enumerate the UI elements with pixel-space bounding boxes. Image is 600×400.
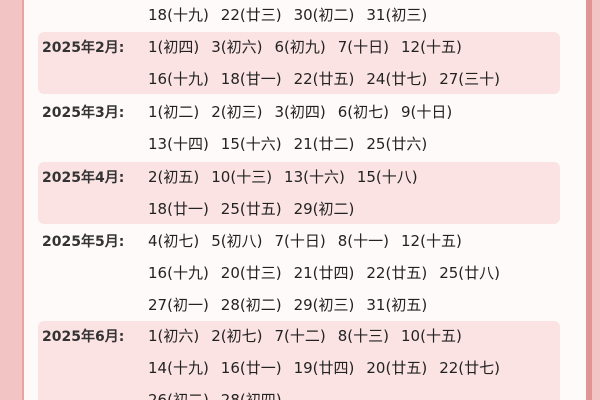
date-entry: 19(廿四) — [293, 359, 355, 377]
month-label: 2025年5月: — [42, 234, 125, 250]
date-entry: 10(十三) — [211, 168, 273, 186]
date-entry: 2(初五) — [148, 168, 200, 186]
date-entry: 15(十八) — [356, 168, 418, 186]
date-entry: 28(初四) — [220, 391, 282, 400]
date-entry: 6(初七) — [337, 103, 389, 121]
month-row: 2025年6月: 1(初六) 2(初七) 7(十二) 8(十三) 10(十五) 14(十九)… — [38, 321, 560, 400]
date-entry: 2(初三) — [211, 103, 263, 121]
date-entry: 13(十四) — [148, 135, 209, 153]
date-entry: 6(初九) — [274, 38, 326, 56]
date-entry: 7(十日) — [274, 232, 326, 250]
date-entry: 15(十六) — [220, 135, 282, 153]
date-entry: 8(十一) — [337, 232, 389, 250]
date-entry: 29(初三) — [293, 296, 355, 314]
date-entry: 31(初五) — [366, 296, 428, 314]
date-entry: 25(廿六) — [366, 135, 428, 153]
date-entry: 21(廿四) — [293, 264, 355, 282]
date-entry: 20(廿五) — [366, 359, 428, 377]
date-entry: 20(廿三) — [220, 264, 282, 282]
date-entry: 22(廿三) — [220, 6, 282, 24]
date-entry: 21(廿二) — [293, 135, 355, 153]
date-entry: 28(初二) — [220, 296, 282, 314]
date-entry: 2(初七) — [211, 327, 263, 345]
month-label: 2025年4月: — [42, 170, 125, 186]
date-entry: 29(初二) — [293, 200, 355, 218]
date-entry: 8(十三) — [337, 327, 389, 345]
date-entry: 5(初八) — [211, 232, 263, 250]
date-line: 1(初二) 2(初三) 3(初四) 6(初七) 9(十日) — [148, 96, 464, 128]
date-entry: 22(廿五) — [366, 264, 428, 282]
date-entry: 7(十二) — [274, 327, 326, 345]
date-entry: 31(初三) — [366, 6, 428, 24]
date-entry: 1(初二) — [148, 103, 200, 121]
month-row: 2025年4月: 2(初五) 10(十三) 13(十六) 15(十八) 18(廿一) 25(… — [38, 162, 560, 224]
date-entry: 18(甘一) — [220, 70, 282, 88]
date-entry: 12(十五) — [401, 232, 462, 250]
date-entry: 12(十五) — [401, 38, 462, 56]
month-label: 2025年3月: — [42, 105, 125, 121]
date-entry: 9(十日) — [401, 103, 453, 121]
date-entry: 25(廿八) — [439, 264, 500, 282]
date-entry: 4(初七) — [148, 232, 200, 250]
date-entry: 27(三十) — [439, 70, 500, 88]
month-label: 2025年6月: — [42, 329, 125, 345]
date-line: 1(初四) 3(初六) 6(初九) 7(十日) 12(十五) — [148, 31, 474, 63]
date-line: 18(廿一) 25(廿五) 29(初二) — [148, 193, 366, 225]
date-line: 18(十九) 22(廿三) 30(初二) 31(初三) — [148, 0, 439, 31]
date-entry: 3(初四) — [274, 103, 326, 121]
date-entry: 18(十九) — [148, 6, 209, 24]
date-entry: 18(廿一) — [148, 200, 209, 218]
date-line: 4(初七) 5(初八) 7(十日) 8(十一) 12(十五) — [148, 225, 474, 257]
month-row: 18(十九) 22(廿三) 30(初二) 31(初三) — [38, 0, 560, 30]
month-row: 2025年3月: 1(初二) 2(初三) 3(初四) 6(初七) 9(十日) 13(十四) 1… — [38, 97, 560, 159]
date-entry: 10(十五) — [401, 327, 462, 345]
date-line: 27(初一) 28(初二) 29(初三) 31(初五) — [148, 289, 439, 321]
date-entry: 24(廿七) — [366, 70, 428, 88]
date-entry: 7(十日) — [337, 38, 389, 56]
date-entry: 27(初一) — [148, 296, 209, 314]
month-label: 2025年2月: — [42, 40, 125, 56]
date-line: 1(初六) 2(初七) 7(十二) 8(十三) 10(十五) — [148, 320, 474, 352]
date-entry: 16(十九) — [148, 70, 209, 88]
date-entry: 30(初二) — [293, 6, 355, 24]
date-entry: 25(廿五) — [220, 200, 282, 218]
date-entry: 16(十九) — [148, 264, 209, 282]
month-row: 2025年5月: 4(初七) 5(初八) 7(十日) 8(十一) 12(十五) 16(十九)… — [38, 226, 560, 320]
date-entry: 22(廿七) — [439, 359, 500, 377]
month-row: 2025年2月: 1(初四) 3(初六) 6(初九) 7(十日) 12(十五) 16(十九)… — [38, 32, 560, 94]
date-line: 16(十九) 18(甘一) 22(廿五) 24(廿七) 27(三十) — [148, 63, 512, 95]
date-entry: 1(初六) — [148, 327, 200, 345]
date-entry: 3(初六) — [211, 38, 263, 56]
calendar-card: 18(十九) 22(廿三) 30(初二) 31(初三) 2025年2月: 1(初四) 3(初… — [22, 0, 592, 400]
date-line: 16(十九) 20(廿三) 21(廿四) 22(廿五) 25(廿八) — [148, 257, 512, 289]
date-entry: 22(廿五) — [293, 70, 355, 88]
date-line: 26(初二) 28(初四) — [148, 384, 294, 400]
date-entry: 13(十六) — [284, 168, 345, 186]
date-entry: 1(初四) — [148, 38, 200, 56]
date-entry: 16(廿一) — [220, 359, 282, 377]
date-entry: 14(十九) — [148, 359, 209, 377]
date-entry: 26(初二) — [148, 391, 209, 400]
date-line: 13(十四) 15(十六) 21(廿二) 25(廿六) — [148, 128, 439, 160]
date-line: 2(初五) 10(十三) 13(十六) 15(十八) — [148, 161, 430, 193]
date-line: 14(十九) 16(廿一) 19(廿四) 20(廿五) 22(廿七) — [148, 352, 512, 384]
